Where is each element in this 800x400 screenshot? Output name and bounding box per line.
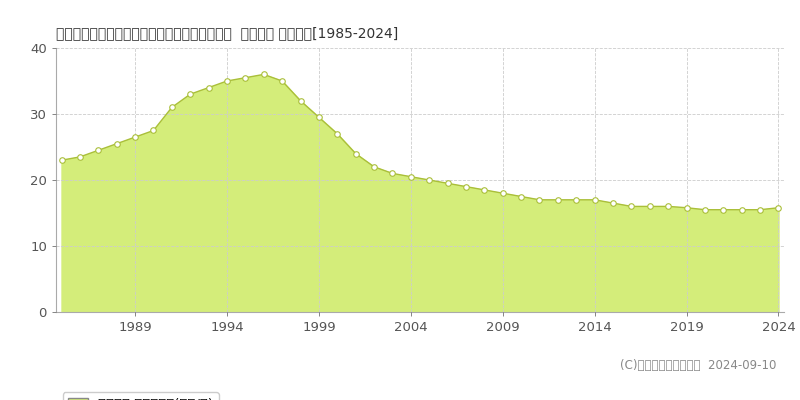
Legend: 地価公示 平均坪単価(万円/坪): 地価公示 平均坪単価(万円/坪) [62, 392, 218, 400]
Point [331, 130, 344, 137]
Point [496, 190, 509, 196]
Point [294, 98, 307, 104]
Point [55, 157, 68, 163]
Point [698, 206, 711, 213]
Point [276, 78, 289, 84]
Point [405, 174, 418, 180]
Point [606, 200, 619, 206]
Point [533, 197, 546, 203]
Point [92, 147, 105, 154]
Point [166, 104, 178, 110]
Text: 岡山県倉敷市児島下の町１０丁目３８４番３９  地価公示 地価推移[1985-2024]: 岡山県倉敷市児島下の町１０丁目３８４番３９ 地価公示 地価推移[1985-202… [56, 26, 398, 40]
Point [239, 74, 252, 81]
Point [202, 84, 215, 91]
Point [386, 170, 399, 176]
Point [717, 206, 730, 213]
Point [350, 150, 362, 157]
Point [570, 197, 582, 203]
Point [772, 204, 785, 211]
Point [478, 187, 490, 193]
Point [441, 180, 454, 186]
Point [313, 114, 326, 120]
Point [258, 71, 270, 78]
Point [680, 204, 693, 211]
Point [643, 203, 656, 210]
Text: (C)土地価格ドットコム  2024-09-10: (C)土地価格ドットコム 2024-09-10 [620, 359, 776, 372]
Point [662, 203, 674, 210]
Point [422, 177, 435, 183]
Point [221, 78, 234, 84]
Point [184, 91, 197, 97]
Point [735, 206, 748, 213]
Point [129, 134, 142, 140]
Point [551, 197, 564, 203]
Point [74, 154, 86, 160]
Point [588, 197, 601, 203]
Point [514, 193, 527, 200]
Point [368, 164, 381, 170]
Point [459, 183, 472, 190]
Point [147, 127, 160, 134]
Point [754, 206, 766, 213]
Point [625, 203, 638, 210]
Point [110, 140, 123, 147]
